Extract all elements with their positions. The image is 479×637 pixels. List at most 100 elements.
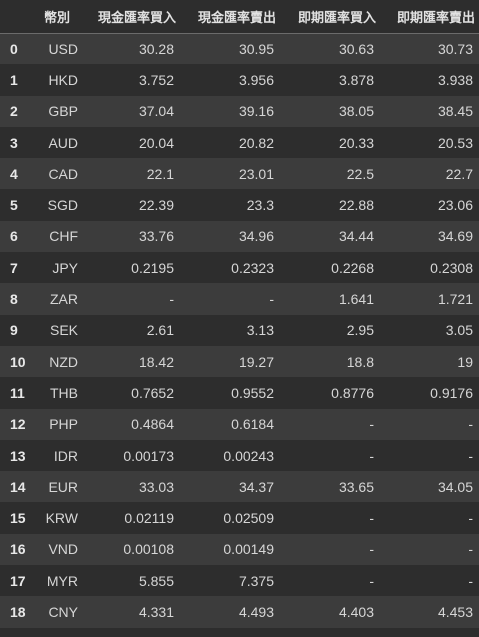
index-header <box>0 0 34 34</box>
spot-buy-cell: 3.878 <box>338 71 374 88</box>
table-row: 5 SGD 22.39 23.3 22.88 23.06 <box>0 189 479 221</box>
spot-buy-cell: 33.65 <box>338 478 374 495</box>
cash-buy-cell: 33.76 <box>138 228 174 245</box>
cash-sell-cell: 19.27 <box>238 353 274 370</box>
table-row: 1 HKD 3.752 3.956 3.878 3.938 <box>0 64 479 96</box>
row-index: 8 <box>10 291 18 308</box>
spot-sell-cell: 0.9176 <box>430 384 473 401</box>
table-row: 0 USD 30.28 30.95 30.63 30.73 <box>0 33 479 65</box>
row-index: 6 <box>10 228 18 245</box>
row-index: 10 <box>10 353 26 370</box>
spot-buy-cell: 4.403 <box>338 603 374 620</box>
spot-sell-cell: 38.45 <box>437 103 473 120</box>
table-row: 16 VND 0.00108 0.00149 - - <box>0 533 479 566</box>
cash-buy-cell: 0.2195 <box>131 259 174 276</box>
spot-buy-cell: 1.641 <box>338 291 374 308</box>
cash-sell-cell: 7.375 <box>238 572 274 589</box>
row-index: 14 <box>10 478 26 495</box>
currency-code: AUD <box>48 134 78 151</box>
spot-sell-cell: 4.453 <box>437 603 473 620</box>
spot-sell-cell: 1.721 <box>437 291 473 308</box>
cash-buy-cell: 5.855 <box>138 572 174 589</box>
spot-sell-cell: 20.53 <box>437 134 473 151</box>
cash-buy-cell: 0.00108 <box>123 541 174 558</box>
row-index: 16 <box>10 541 26 558</box>
currency-code: ZAR <box>50 291 78 308</box>
table-row: 17 MYR 5.855 7.375 - - <box>0 565 479 597</box>
cash-buy-cell: 22.39 <box>138 197 174 214</box>
spot-buy-cell: 34.44 <box>338 228 374 245</box>
table-row: 4 CAD 22.1 23.01 22.5 22.7 <box>0 158 479 190</box>
spot-buy-cell: 0.8776 <box>331 384 374 401</box>
row-index: 0 <box>10 40 18 57</box>
spot-sell-cell: - <box>468 510 473 527</box>
cash-buy-cell: 22.1 <box>146 165 174 182</box>
spot-sell-cell: - <box>468 447 473 464</box>
spot-buy-cell: 20.33 <box>338 134 374 151</box>
cash-buy-cell: 18.42 <box>138 353 174 370</box>
cash-sell-cell: 39.16 <box>238 103 274 120</box>
cash-sell-cell: 23.01 <box>238 165 274 182</box>
spot-sell-cell: - <box>468 416 473 433</box>
cash-buy-cell: 2.61 <box>146 322 174 339</box>
row-index: 1 <box>10 71 18 88</box>
table-row: 3 AUD 20.04 20.82 20.33 20.53 <box>0 126 479 159</box>
row-index: 9 <box>10 322 18 339</box>
table-row: 2 GBP 37.04 39.16 38.05 38.45 <box>0 95 479 127</box>
table-row: 6 CHF 33.76 34.96 34.44 34.69 <box>0 220 479 253</box>
cash-buy-cell: 0.00173 <box>123 447 174 464</box>
spot-sell-cell: 3.05 <box>445 322 473 339</box>
row-index: 4 <box>10 165 18 182</box>
table-row: 7 JPY 0.2195 0.2323 0.2268 0.2308 <box>0 252 479 284</box>
currency-code: KRW <box>45 510 78 527</box>
currency-code: SGD <box>47 197 78 214</box>
cash-buy-cell: 33.03 <box>138 478 174 495</box>
row-index: 5 <box>10 197 18 214</box>
spot-sell-cell: 34.05 <box>437 478 473 495</box>
cash-sell-cell: 3.13 <box>246 322 274 339</box>
spot-sell-cell: 34.69 <box>437 228 473 245</box>
cash-sell-cell: 34.96 <box>238 228 274 245</box>
row-index: 13 <box>10 447 26 464</box>
row-index: 15 <box>10 510 26 527</box>
spot-sell-cell: 30.73 <box>437 40 473 57</box>
cash-sell-cell: 0.2323 <box>231 259 274 276</box>
cash-sell-cell: 0.9552 <box>231 384 274 401</box>
spot-buy-cell: - <box>369 541 374 558</box>
table-body: 0 USD 30.28 30.95 30.63 30.73 1 HKD 3.752 3.956 3.… <box>0 33 479 628</box>
table-row: 11 THB 0.7652 0.9552 0.8776 0.9176 <box>0 377 479 409</box>
spot-buy-cell: - <box>369 447 374 464</box>
row-index: 11 <box>10 384 25 401</box>
cash-buy-header: 現金匯率買入 <box>80 0 180 34</box>
cash-sell-cell: 0.02509 <box>223 510 274 527</box>
cash-buy-cell: 37.04 <box>138 103 174 120</box>
currency-code: MYR <box>46 572 78 589</box>
row-index: 2 <box>10 103 18 120</box>
currency-code: NZD <box>49 353 78 370</box>
cash-sell-cell: 34.37 <box>238 478 274 495</box>
spot-buy-cell: - <box>369 416 374 433</box>
table-row: 13 IDR 0.00173 0.00243 - - <box>0 439 479 472</box>
cash-buy-cell: - <box>169 291 174 308</box>
currency-header: 幣別 <box>34 0 80 34</box>
currency-code: CHF <box>49 228 78 245</box>
row-index: 3 <box>10 134 18 151</box>
cash-sell-cell: 23.3 <box>246 197 274 214</box>
spot-sell-cell: - <box>468 572 473 589</box>
table-row: 12 PHP 0.4864 0.6184 - - <box>0 408 479 440</box>
cash-sell-cell: 30.95 <box>238 40 274 57</box>
cash-buy-cell: 20.04 <box>138 134 174 151</box>
table-row: 15 KRW 0.02119 0.02509 - - <box>0 502 479 534</box>
cash-sell-cell: 20.82 <box>238 134 274 151</box>
spot-buy-cell: 22.88 <box>338 197 374 214</box>
spot-sell-cell: 19 <box>457 353 473 370</box>
cash-sell-cell: - <box>269 291 274 308</box>
cash-sell-cell: 4.493 <box>238 603 274 620</box>
row-index: 7 <box>10 259 18 276</box>
table-row: 9 SEK 2.61 3.13 2.95 3.05 <box>0 314 479 346</box>
cash-buy-cell: 0.7652 <box>131 384 174 401</box>
cash-sell-cell: 3.956 <box>238 71 274 88</box>
cash-sell-cell: 0.6184 <box>231 416 274 433</box>
currency-code: GBP <box>48 103 78 120</box>
